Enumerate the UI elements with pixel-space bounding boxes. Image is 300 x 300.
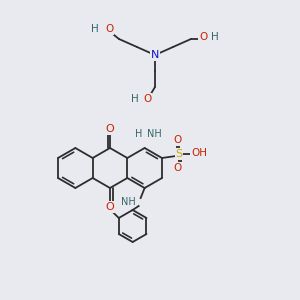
Text: O: O [174, 135, 182, 145]
Text: O: O [105, 24, 113, 34]
Text: H: H [211, 32, 219, 42]
Text: N: N [151, 50, 159, 60]
Text: O: O [106, 124, 114, 134]
Text: H: H [131, 94, 139, 104]
Text: O: O [106, 202, 114, 212]
Text: NH: NH [121, 197, 136, 207]
Text: H: H [91, 24, 99, 34]
Text: O: O [143, 94, 151, 104]
Text: OH: OH [191, 148, 207, 158]
Text: O: O [199, 32, 207, 42]
Text: NH: NH [147, 129, 161, 139]
Text: H: H [135, 129, 142, 139]
Text: S: S [176, 149, 182, 159]
Text: O: O [174, 163, 182, 173]
